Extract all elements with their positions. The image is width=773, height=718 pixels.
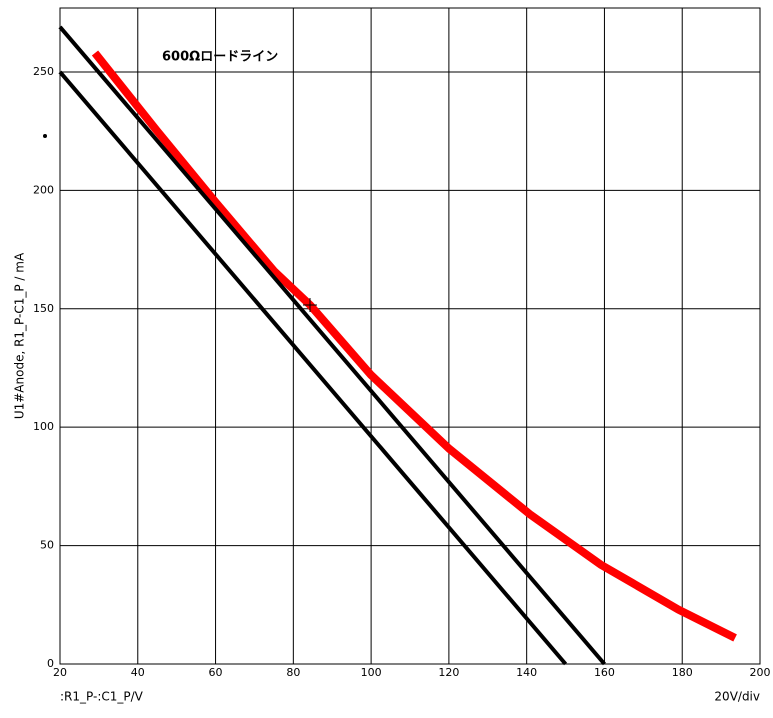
- y-tick-label: 200: [33, 183, 54, 196]
- series-line: [91, 50, 737, 642]
- x-axis-label: :R1_P-:C1_P/V: [60, 690, 144, 704]
- x-tick-label: 120: [438, 666, 459, 679]
- series-line: [58, 70, 568, 666]
- y-tick-label: 150: [33, 302, 54, 315]
- plot-border: [59, 7, 761, 665]
- y-axis-label: U1#Anode, R1_P-C1_P / mA: [13, 252, 27, 419]
- y-tick-label: 250: [33, 65, 54, 78]
- y-tick-label: 50: [40, 539, 54, 552]
- x-scale-label: 20V/div: [714, 690, 760, 704]
- x-tick-label: 60: [209, 666, 223, 679]
- x-tick-label: 20: [53, 666, 67, 679]
- x-tick-label: 80: [286, 666, 300, 679]
- series-line: [58, 25, 606, 666]
- x-tick-label: 100: [361, 666, 382, 679]
- x-tick-label: 180: [672, 666, 693, 679]
- x-tick-label: 140: [516, 666, 537, 679]
- x-tick-label: 40: [131, 666, 145, 679]
- annotation: 600Ωロードライン: [162, 50, 278, 65]
- y-tick-label: 100: [33, 420, 54, 433]
- x-tick-label: 200: [750, 666, 771, 679]
- x-tick-label: 160: [594, 666, 615, 679]
- cursor: [303, 298, 317, 312]
- y-tick-label: 0: [47, 657, 54, 670]
- marker-dot: [43, 134, 47, 138]
